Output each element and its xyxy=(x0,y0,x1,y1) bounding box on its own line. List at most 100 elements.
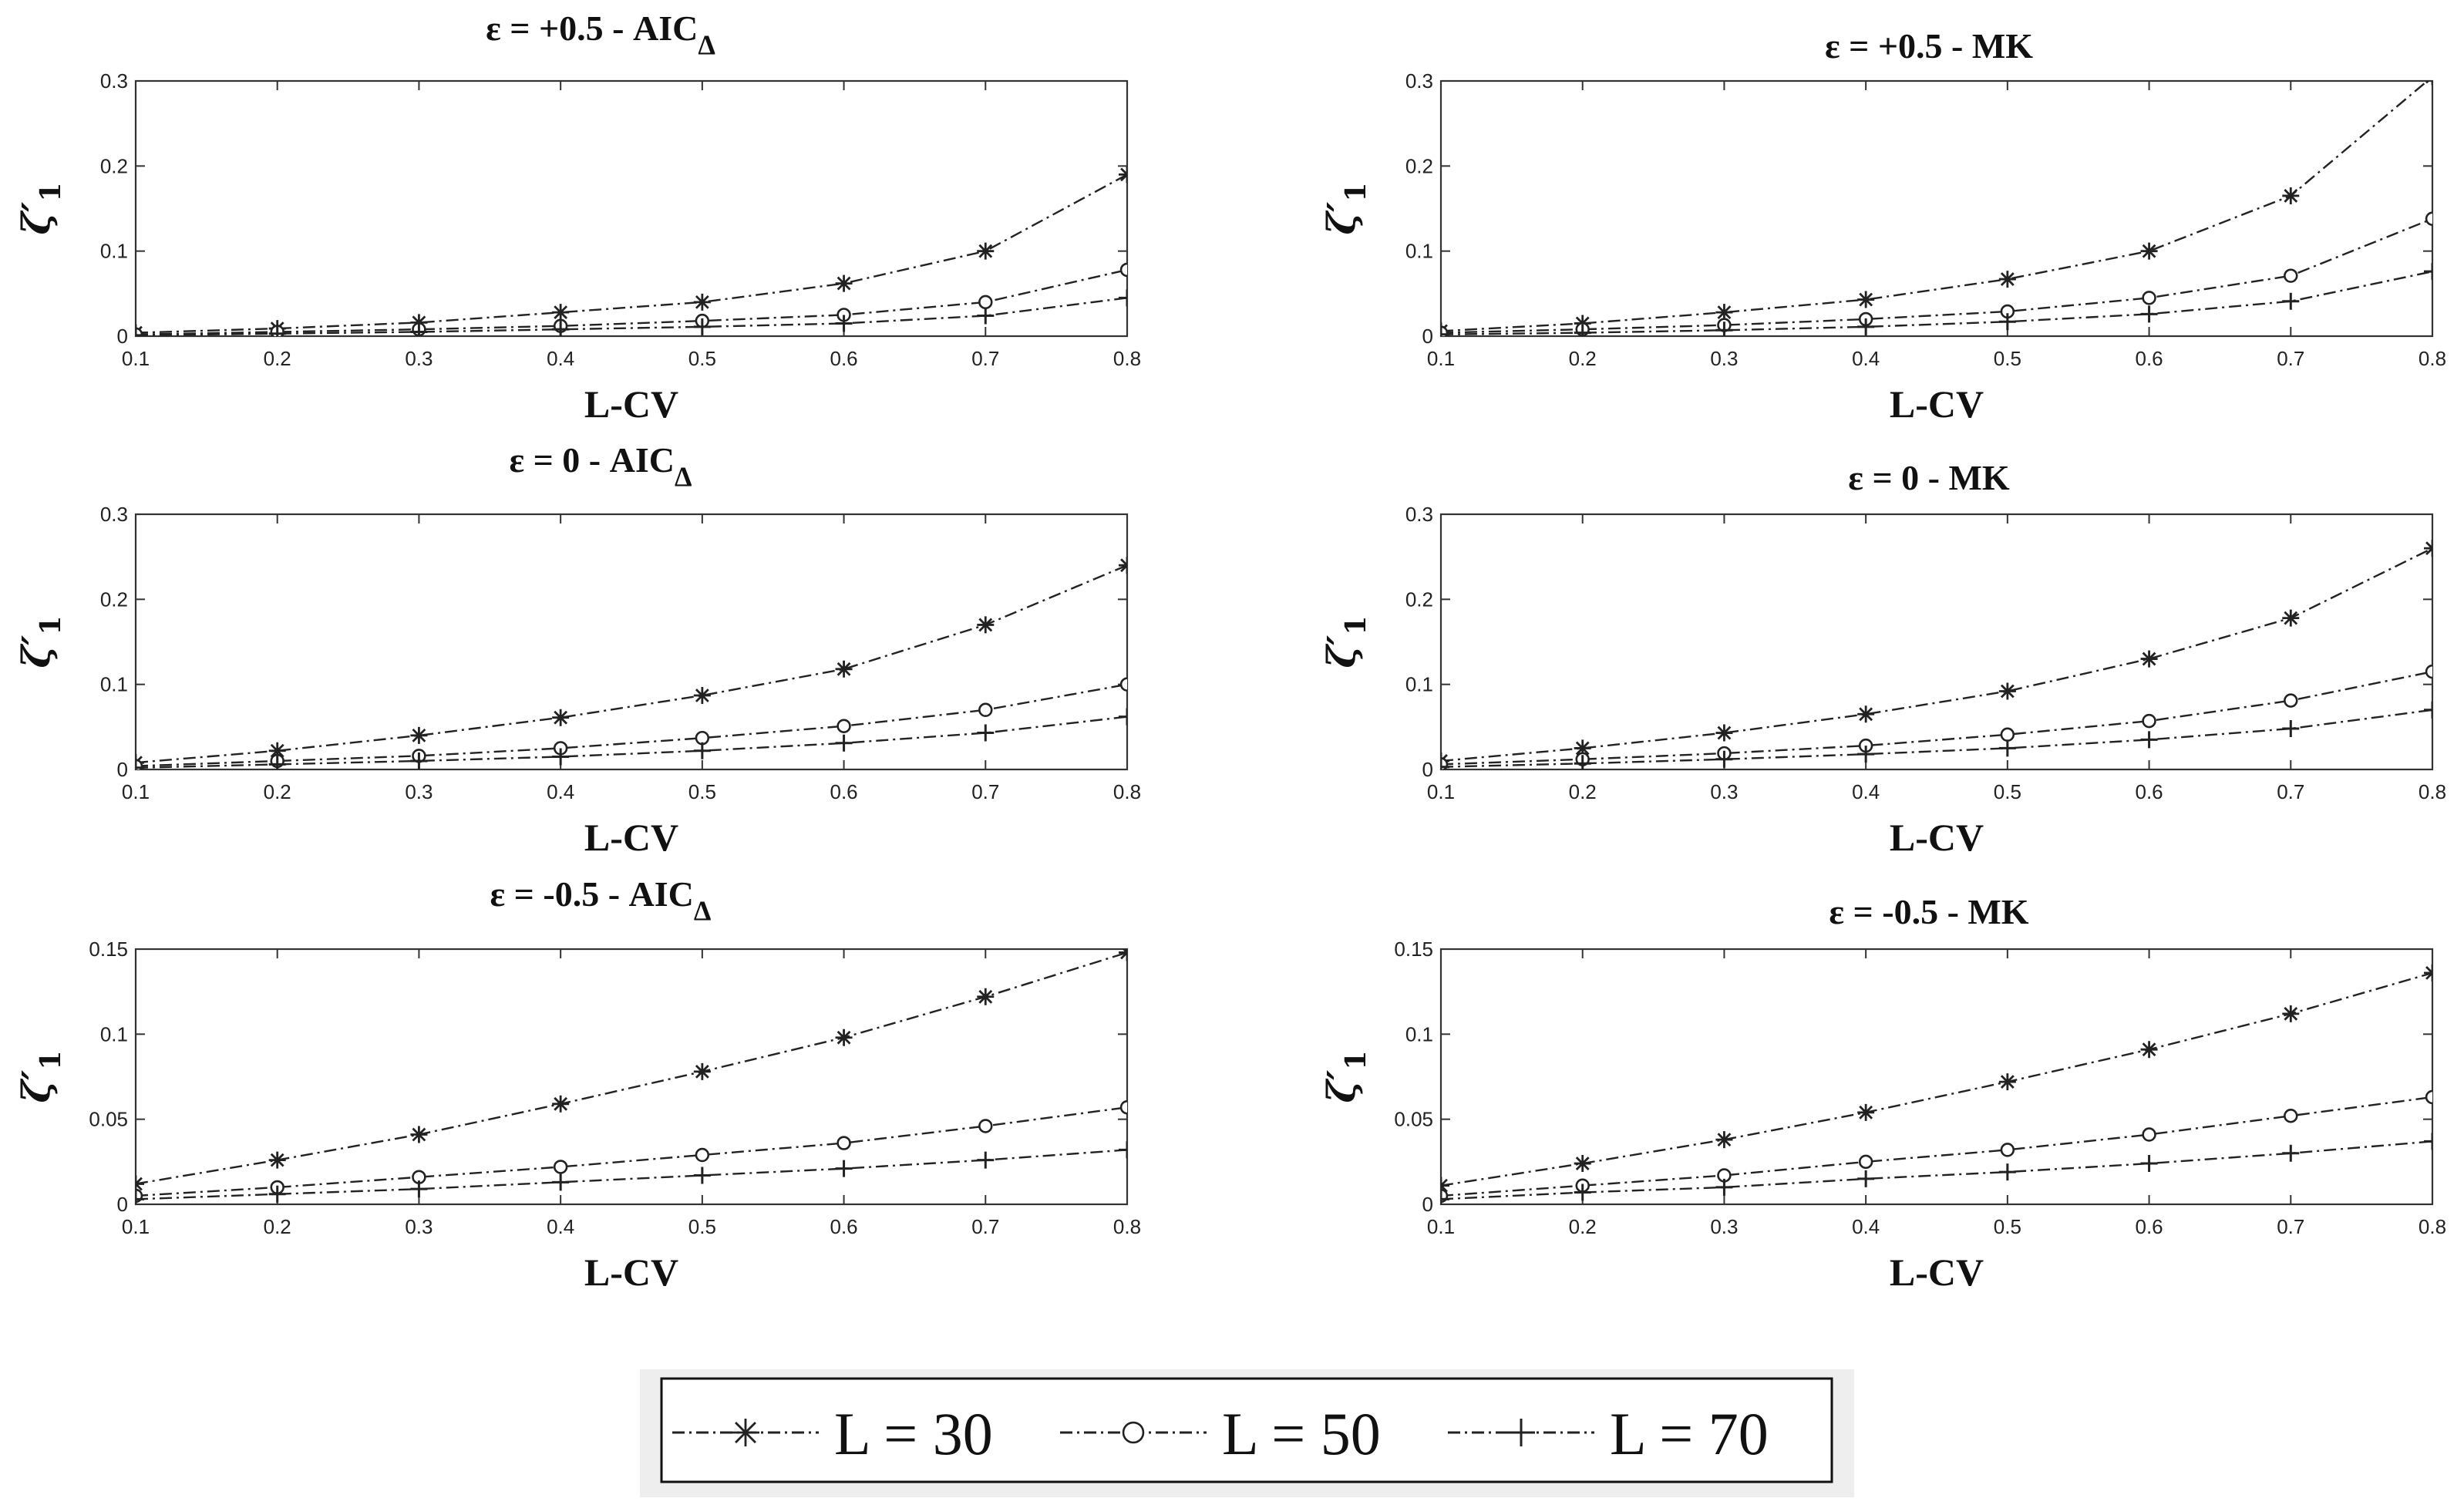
data-point-circle xyxy=(2284,268,2298,283)
chart-title: ε = 0 - AICΔ xyxy=(509,440,692,492)
chart-title-main: ε = +0.5 - AIC xyxy=(486,8,698,48)
data-point-asterisk xyxy=(1857,291,1875,308)
x-tick-label: 0.7 xyxy=(971,780,999,803)
data-point-asterisk xyxy=(2140,242,2158,260)
chart-title-main: ε = -0.5 - MK xyxy=(1829,892,2028,931)
y-tick-label: 0.1 xyxy=(1405,673,1433,696)
y-axis-label: ζ′1 xyxy=(1318,616,1372,668)
y-axis-label-subscript: 1 xyxy=(1340,1051,1372,1070)
series-line-circle xyxy=(136,683,1127,767)
series-line-plus xyxy=(136,715,1127,769)
data-point-asterisk xyxy=(2282,1005,2300,1022)
data-point-asterisk xyxy=(410,726,428,744)
x-tick-label: 0.1 xyxy=(1427,347,1455,370)
plot-area xyxy=(134,948,1129,1206)
data-point-plus xyxy=(1119,708,1127,726)
x-tick-label: 0.6 xyxy=(830,1215,857,1238)
data-point-asterisk xyxy=(2282,609,2300,627)
chart-panel-2: 0.1 0.2 0.3 0.4 0.5 0.6 0.7 0.800.10.20.3ε = +0… xyxy=(1318,26,2446,426)
data-point-plus xyxy=(2282,292,2300,310)
series-line-asterisk xyxy=(136,173,1127,334)
y-tick-label: 0.2 xyxy=(1405,154,1433,177)
y-tick-label: 0.05 xyxy=(89,1108,128,1131)
y-tick-label: 0 xyxy=(1422,325,1433,348)
data-point-asterisk xyxy=(1857,705,1875,723)
chart-title-main: ε = +0.5 - MK xyxy=(1825,26,2033,66)
series-line-asterisk xyxy=(136,564,1127,764)
y-axis-label-subscript: 1 xyxy=(35,616,67,635)
series-line-plus xyxy=(1441,709,2432,768)
data-point-asterisk xyxy=(1857,1103,1875,1121)
y-axis-label-main: ζ′ xyxy=(13,202,59,235)
data-point-circle xyxy=(836,719,851,733)
data-point-plus xyxy=(835,734,853,752)
series-line-plus xyxy=(136,297,1127,336)
data-point-plus xyxy=(1857,318,1875,335)
chart-title-subscript: Δ xyxy=(694,895,712,926)
x-tick-label: 0.4 xyxy=(1852,347,1880,370)
data-point-plus xyxy=(1574,755,1591,769)
x-tick-label: 0.7 xyxy=(971,347,999,370)
chart-title: ε = +0.5 - AICΔ xyxy=(486,8,715,60)
x-tick-label: 0.2 xyxy=(1569,1215,1597,1238)
x-tick-label: 0.1 xyxy=(122,1215,150,1238)
data-point-asterisk xyxy=(977,616,995,634)
data-point-circle xyxy=(978,702,993,717)
y-axis-label-subscript: 1 xyxy=(1340,183,1372,202)
y-tick-label: 0.05 xyxy=(1394,1108,1433,1131)
data-point-asterisk xyxy=(1715,724,1733,742)
chart-title-subscript: Δ xyxy=(698,29,715,60)
data-point-asterisk xyxy=(835,660,853,678)
x-tick-label: 0.3 xyxy=(405,780,433,803)
chart-title-main: ε = 0 - MK xyxy=(1848,458,2010,497)
data-point-plus xyxy=(268,1185,286,1203)
data-point-plus xyxy=(1441,758,1449,769)
y-tick-label: 0.1 xyxy=(1405,1022,1433,1045)
data-point-plus xyxy=(410,323,428,336)
y-axis-label-main: ζ′ xyxy=(1318,635,1364,668)
x-tick-label: 0.5 xyxy=(1994,1215,2021,1238)
x-axis-label: L-CV xyxy=(584,816,678,859)
data-point-plus xyxy=(835,1160,853,1177)
data-point-asterisk xyxy=(2282,187,2300,204)
x-tick-label: 0.7 xyxy=(2277,1215,2304,1238)
y-tick-label: 0.3 xyxy=(100,503,128,526)
data-point-plus xyxy=(552,748,570,766)
x-tick-label: 0.5 xyxy=(688,780,716,803)
data-point-plus xyxy=(1857,746,1875,763)
data-point-plus xyxy=(410,1180,428,1198)
legend-box xyxy=(660,1377,1833,1483)
series-group xyxy=(136,949,1127,1204)
x-tick-label: 0.8 xyxy=(1113,780,1141,803)
data-point-plus xyxy=(693,1167,711,1184)
data-point-circle xyxy=(695,730,710,746)
chart-title-main: ε = 0 - AIC xyxy=(509,440,675,480)
series-line-plus xyxy=(1441,1140,2432,1200)
data-point-asterisk xyxy=(835,1029,853,1046)
x-axis-label: L-CV xyxy=(584,1251,678,1294)
data-point-asterisk xyxy=(1715,1131,1733,1149)
x-tick-label: 0.1 xyxy=(122,347,150,370)
y-tick-label: 0 xyxy=(1422,1193,1433,1216)
data-point-circle xyxy=(1119,1100,1127,1115)
x-tick-label: 0.4 xyxy=(547,1215,574,1238)
y-tick-label: 0.1 xyxy=(1405,240,1433,263)
data-point-asterisk xyxy=(1574,1155,1591,1173)
series-line-plus xyxy=(1441,270,2432,335)
plot-area xyxy=(1439,79,2434,338)
data-point-asterisk xyxy=(268,742,286,759)
y-tick-label: 0.3 xyxy=(1405,503,1433,526)
legend-label: L = 50 xyxy=(1222,1400,1381,1467)
data-point-plus xyxy=(2424,701,2432,719)
x-tick-label: 0.2 xyxy=(264,347,291,370)
y-axis-label-main: ζ′ xyxy=(13,635,59,668)
data-point-plus xyxy=(552,321,570,336)
x-tick-label: 0.2 xyxy=(264,780,291,803)
data-point-asterisk xyxy=(1998,271,2016,288)
x-tick-label: 0.7 xyxy=(2277,347,2304,370)
y-axis-label-main: ζ′ xyxy=(13,1070,59,1103)
data-point-circle xyxy=(2000,727,2015,742)
x-tick-label: 0.5 xyxy=(1994,780,2021,803)
y-axis-label: ζ′1 xyxy=(13,1051,67,1103)
data-point-asterisk xyxy=(1998,682,2016,700)
